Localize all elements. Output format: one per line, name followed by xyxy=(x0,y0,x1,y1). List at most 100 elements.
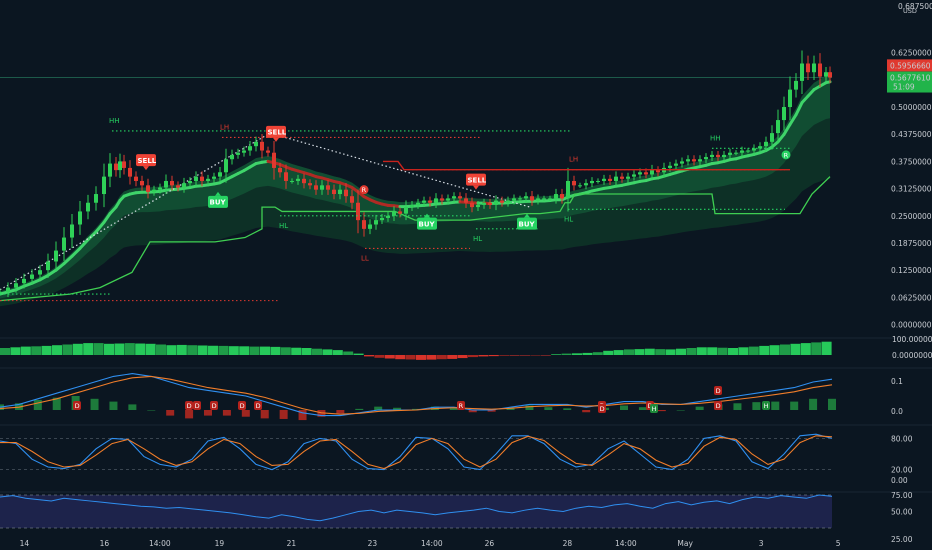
candle-body[interactable] xyxy=(644,172,648,175)
candle-body[interactable] xyxy=(70,224,74,238)
candle-body[interactable] xyxy=(410,204,414,208)
candle-body[interactable] xyxy=(404,207,408,214)
candle-body[interactable] xyxy=(722,154,726,158)
candle-body[interactable] xyxy=(368,224,372,229)
candle-body[interactable] xyxy=(812,63,816,73)
candle-body[interactable] xyxy=(512,198,516,201)
candle-body[interactable] xyxy=(230,154,234,160)
sell-signal[interactable]: SELL xyxy=(466,173,487,190)
candle-body[interactable] xyxy=(94,194,98,203)
candle-body[interactable] xyxy=(656,170,660,173)
candle-body[interactable] xyxy=(392,211,396,216)
candle-body[interactable] xyxy=(716,154,720,158)
candle-body[interactable] xyxy=(146,185,150,192)
candle-body[interactable] xyxy=(626,176,630,179)
candle-body[interactable] xyxy=(560,194,564,199)
candle-body[interactable] xyxy=(78,211,82,225)
macd-pane[interactable]: 0.10.0DDDDDDRDDDHDDH xyxy=(0,373,903,421)
candle-body[interactable] xyxy=(608,178,612,181)
price-pane[interactable]: HH LH LH HH HL LL HL HL SELL SELL SELL BUY BUY BUY R R xyxy=(0,50,832,307)
buy-signal[interactable]: BUY xyxy=(517,213,537,230)
candle-body[interactable] xyxy=(476,204,480,208)
candle-body[interactable] xyxy=(0,291,2,293)
candle-body[interactable] xyxy=(248,146,252,151)
candle-body[interactable] xyxy=(254,141,258,147)
candle-body[interactable] xyxy=(668,165,672,168)
candle-body[interactable] xyxy=(30,274,34,279)
candle-body[interactable] xyxy=(806,63,810,73)
candle-body[interactable] xyxy=(206,178,210,181)
candle-body[interactable] xyxy=(758,146,762,149)
candle-body[interactable] xyxy=(554,194,558,199)
candle-body[interactable] xyxy=(434,198,438,203)
candle-body[interactable] xyxy=(356,202,360,221)
price-axis[interactable]: 0.6875000 USD 0.6250000 0.5000000 0.437500… xyxy=(887,2,932,330)
candle-body[interactable] xyxy=(200,176,204,181)
candle-body[interactable] xyxy=(584,183,588,186)
candle-body[interactable] xyxy=(194,176,198,181)
candle-body[interactable] xyxy=(102,176,106,195)
candle-body[interactable] xyxy=(788,89,792,108)
candle-body[interactable] xyxy=(818,63,822,77)
candle-body[interactable] xyxy=(350,196,354,203)
candle-body[interactable] xyxy=(212,176,216,179)
candle-body[interactable] xyxy=(62,237,66,251)
candle-body[interactable] xyxy=(536,198,540,201)
candle-body[interactable] xyxy=(188,180,192,184)
candle-body[interactable] xyxy=(698,159,702,162)
candle-body[interactable] xyxy=(506,200,510,203)
candle-body[interactable] xyxy=(128,167,132,177)
candle-body[interactable] xyxy=(632,174,636,177)
candle-body[interactable] xyxy=(824,72,828,77)
candle-body[interactable] xyxy=(320,185,324,190)
candle-body[interactable] xyxy=(398,211,402,214)
candle-body[interactable] xyxy=(134,176,138,181)
candle-body[interactable] xyxy=(332,189,336,195)
candle-body[interactable] xyxy=(182,183,186,188)
candle-body[interactable] xyxy=(650,170,654,175)
candle-body[interactable] xyxy=(428,200,432,203)
candle-body[interactable] xyxy=(734,152,738,154)
volume-oscillator-pane[interactable]: 100.000000 0.0000000 xyxy=(0,335,932,360)
candle-body[interactable] xyxy=(614,176,618,181)
candle-body[interactable] xyxy=(140,180,144,186)
candle-body[interactable] xyxy=(638,172,642,175)
candle-body[interactable] xyxy=(118,161,122,171)
candle-body[interactable] xyxy=(542,198,546,200)
candle-body[interactable] xyxy=(596,180,600,182)
candle-body[interactable] xyxy=(260,141,264,151)
candle-body[interactable] xyxy=(176,185,180,188)
candle-body[interactable] xyxy=(170,180,174,186)
candle-body[interactable] xyxy=(380,217,384,221)
candle-body[interactable] xyxy=(440,198,444,201)
candle-body[interactable] xyxy=(326,185,330,190)
candle-body[interactable] xyxy=(22,278,26,284)
candle-body[interactable] xyxy=(686,159,690,162)
candle-body[interactable] xyxy=(518,198,522,200)
candle-body[interactable] xyxy=(458,196,462,199)
candle-body[interactable] xyxy=(602,178,606,181)
candle-body[interactable] xyxy=(680,161,684,164)
candle-body[interactable] xyxy=(374,220,378,225)
candle-body[interactable] xyxy=(704,157,708,160)
candle-body[interactable] xyxy=(158,187,162,190)
candle-body[interactable] xyxy=(770,133,774,142)
candle-body[interactable] xyxy=(578,185,582,187)
sell-signal[interactable]: SELL xyxy=(136,154,157,171)
candle-body[interactable] xyxy=(572,180,576,186)
candle-body[interactable] xyxy=(828,72,832,78)
candle-body[interactable] xyxy=(296,178,300,181)
rsi-pane[interactable]: 75.00 50.00 25.00 xyxy=(0,491,913,544)
candle-body[interactable] xyxy=(464,198,468,203)
time-axis[interactable]: 14 16 14:00 19 21 23 14:00 26 28 14:00 May 3 5 xyxy=(20,539,841,548)
candle-body[interactable] xyxy=(740,150,744,153)
stochastic-pane[interactable]: 80.00 20.000.00 xyxy=(0,433,913,485)
candle-body[interactable] xyxy=(764,141,768,147)
candle-body[interactable] xyxy=(308,183,312,186)
candle-body[interactable] xyxy=(530,196,534,201)
candle-body[interactable] xyxy=(272,152,276,168)
candle-body[interactable] xyxy=(746,150,750,152)
buy-signal[interactable]: BUY xyxy=(208,191,228,208)
candle-body[interactable] xyxy=(108,163,112,177)
candle-body[interactable] xyxy=(122,161,126,168)
